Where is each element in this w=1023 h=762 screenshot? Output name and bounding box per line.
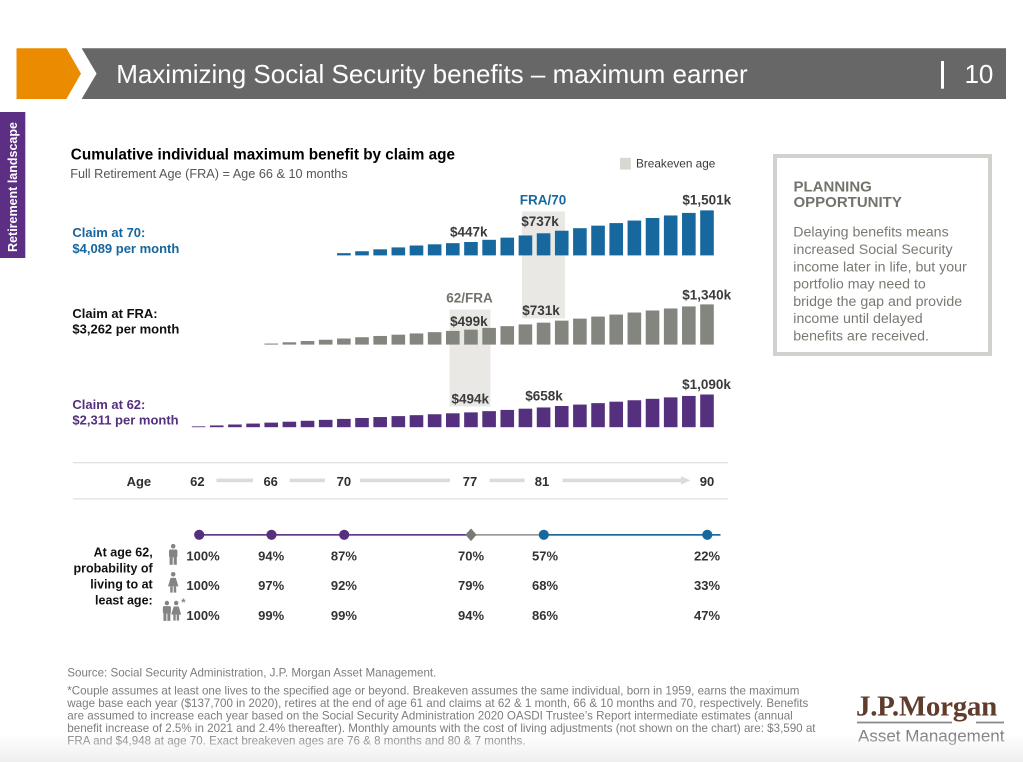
svg-text:FRA and $4,948 at age 70. Exac: FRA and $4,948 at age 70. Exact breakeve… bbox=[67, 735, 525, 748]
svg-text:portfolio may need to: portfolio may need to bbox=[793, 277, 926, 293]
svg-text:Full Retirement Age (FRA) = Ag: Full Retirement Age (FRA) = Age 66 & 10 … bbox=[70, 167, 348, 181]
svg-text:100%: 100% bbox=[186, 608, 220, 623]
svg-text:Claim at FRA:: Claim at FRA: bbox=[72, 306, 157, 321]
svg-text:*Couple assumes at least one l: *Couple assumes at least one lives to th… bbox=[67, 684, 799, 697]
svg-text:Cumulative individual maximum: Cumulative individual maximum benefit by… bbox=[71, 147, 455, 164]
svg-text:22%: 22% bbox=[694, 548, 720, 563]
svg-text:income until delayed: income until delayed bbox=[793, 311, 922, 327]
svg-text:benefits are received.: benefits are received. bbox=[793, 329, 929, 345]
svg-text:94%: 94% bbox=[458, 608, 484, 623]
svg-text:benefit increase of 2.5% in 20: benefit increase of 2.5% in 2021 and 2.4… bbox=[67, 722, 816, 735]
svg-text:92%: 92% bbox=[331, 578, 357, 593]
svg-text:$3,262 per month: $3,262 per month bbox=[72, 322, 179, 337]
svg-text:10: 10 bbox=[964, 59, 993, 89]
svg-text:Asset Management: Asset Management bbox=[858, 727, 1005, 746]
svg-text:33%: 33% bbox=[694, 578, 720, 593]
svg-text:68%: 68% bbox=[532, 578, 558, 593]
svg-text:$1,090k: $1,090k bbox=[682, 377, 731, 392]
svg-text:$731k: $731k bbox=[522, 303, 560, 318]
svg-text:62/FRA: 62/FRA bbox=[446, 290, 493, 305]
svg-text:Claim at 62:: Claim at 62: bbox=[72, 397, 145, 412]
svg-text:$1,501k: $1,501k bbox=[682, 193, 731, 208]
svg-text:Age: Age bbox=[127, 474, 152, 489]
svg-text:OPPORTUNITY: OPPORTUNITY bbox=[794, 194, 902, 211]
svg-text:Retirement landscape: Retirement landscape bbox=[6, 122, 20, 252]
svg-text:income later in life, but your: income later in life, but your bbox=[793, 259, 967, 275]
svg-text:increased Social Security: increased Social Security bbox=[793, 242, 953, 258]
svg-text:J.P.Morgan: J.P.Morgan bbox=[856, 691, 997, 723]
svg-text:FRA/70: FRA/70 bbox=[520, 193, 567, 208]
svg-text:Claim at 70:: Claim at 70: bbox=[72, 225, 145, 240]
svg-text:99%: 99% bbox=[258, 608, 284, 623]
svg-text:62: 62 bbox=[190, 474, 204, 489]
svg-text:$499k: $499k bbox=[450, 314, 488, 329]
svg-text:Maximizing Social Security ben: Maximizing Social Security benefits – ma… bbox=[116, 59, 748, 89]
svg-text:bridge the gap and provide: bridge the gap and provide bbox=[793, 294, 962, 310]
svg-text:probability of: probability of bbox=[74, 562, 154, 576]
svg-text:Breakeven age: Breakeven age bbox=[636, 157, 716, 171]
svg-text:PLANNING: PLANNING bbox=[794, 179, 872, 196]
svg-text:living to at: living to at bbox=[90, 578, 153, 592]
svg-text:wage base each year ($137,700: wage base each year ($137,700 in 2020), … bbox=[66, 697, 808, 710]
svg-text:$1,340k: $1,340k bbox=[682, 287, 731, 302]
svg-text:87%: 87% bbox=[331, 548, 357, 563]
svg-text:77: 77 bbox=[463, 474, 477, 489]
svg-text:$737k: $737k bbox=[521, 214, 559, 229]
svg-text:Source: Social Security Admini: Source: Social Security Administration, … bbox=[67, 666, 436, 679]
svg-text:$2,311 per month: $2,311 per month bbox=[72, 413, 178, 428]
svg-text:are assumed to increase each y: are assumed to increase each year based … bbox=[67, 710, 792, 723]
svg-text:70: 70 bbox=[337, 474, 351, 489]
svg-text:*: * bbox=[181, 597, 186, 609]
svg-text:$658k: $658k bbox=[525, 389, 563, 404]
svg-text:81: 81 bbox=[535, 474, 549, 489]
svg-text:$4,089 per month: $4,089 per month bbox=[72, 241, 179, 256]
svg-text:Delaying benefits means: Delaying benefits means bbox=[793, 225, 948, 241]
svg-text:99%: 99% bbox=[331, 608, 357, 623]
svg-text:86%: 86% bbox=[532, 608, 558, 623]
svg-text:$447k: $447k bbox=[450, 225, 488, 240]
svg-text:100%: 100% bbox=[186, 548, 220, 563]
svg-text:97%: 97% bbox=[258, 578, 284, 593]
svg-text:47%: 47% bbox=[694, 608, 720, 623]
svg-text:79%: 79% bbox=[458, 578, 484, 593]
svg-text:least age:: least age: bbox=[95, 593, 153, 607]
svg-text:100%: 100% bbox=[186, 578, 220, 593]
svg-text:90: 90 bbox=[700, 474, 714, 489]
svg-text:57%: 57% bbox=[532, 548, 558, 563]
svg-text:$494k: $494k bbox=[452, 392, 490, 407]
svg-text:66: 66 bbox=[263, 474, 277, 489]
svg-text:At age 62,: At age 62, bbox=[94, 546, 153, 560]
svg-text:94%: 94% bbox=[258, 548, 284, 563]
svg-text:70%: 70% bbox=[458, 548, 484, 563]
